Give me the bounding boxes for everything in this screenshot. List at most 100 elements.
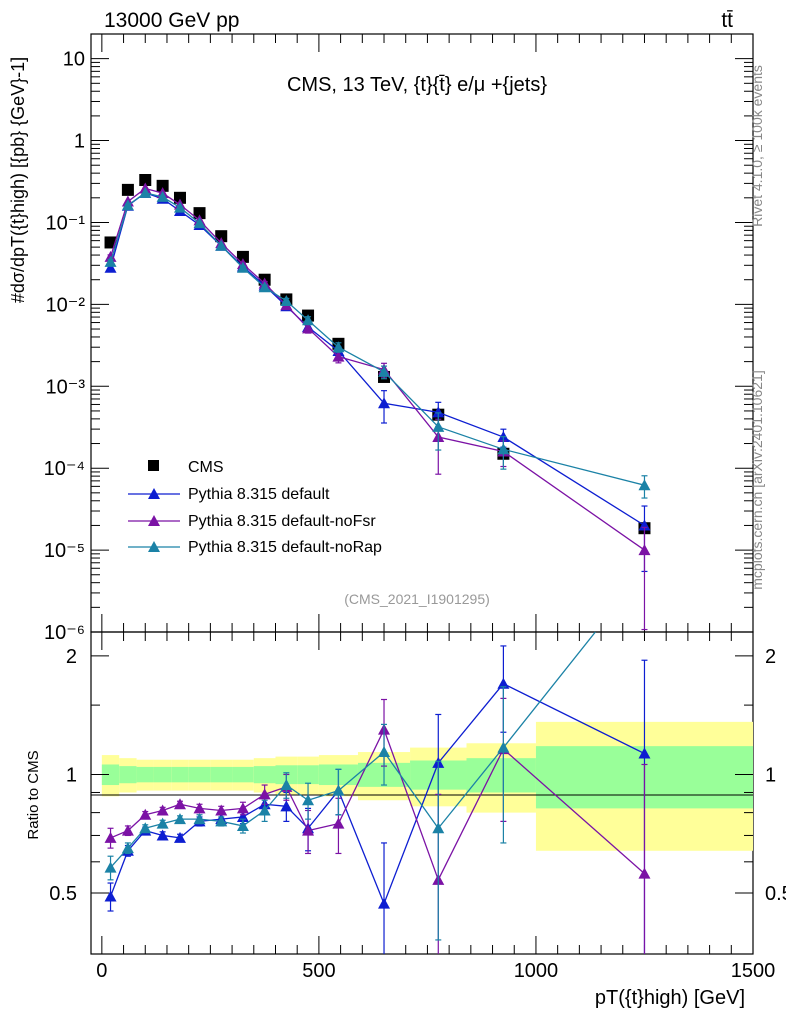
ratio-band-inner: [153, 766, 172, 783]
point-pythia-8-315-default-norap: [378, 365, 391, 377]
ratio-point-pythia-8-315-default: [497, 677, 510, 689]
ratio-x-axis: 0 500 1000 1500: [96, 632, 775, 982]
point-pythia-8-315-default-norap: [332, 341, 345, 353]
ratio-line-pythia-8-315-default-nofsr: [221, 807, 243, 812]
ratio-point-pythia-8-315-default-norap: [332, 784, 345, 796]
ratio-line-pythia-8-315-default-nofsr: [337, 729, 385, 824]
legend-label-nofsr: Pythia 8.315 default-noFsr: [188, 513, 376, 530]
ratio-y-tick-label: 2: [66, 646, 77, 668]
ratio-point-pythia-8-315-default: [156, 829, 169, 841]
point-pythia-8-315-default-norap: [156, 190, 169, 202]
main-y-tick-label: 10: [63, 49, 85, 71]
point-pythia-8-315-default-nofsr: [638, 544, 651, 556]
ratio-line-pythia-8-315-default-nofsr: [437, 748, 504, 881]
legend-marker-cms: [148, 460, 159, 471]
x-tick-label: 1500: [731, 960, 776, 982]
line-pythia-8-315-default-nofsr: [109, 187, 645, 551]
ratio-line-pythia-8-315-default-nofsr: [307, 823, 339, 832]
point-pythia-8-315-default-norap: [432, 420, 445, 432]
ratio-point-pythia-8-315-default-nofsr: [156, 804, 169, 816]
ratio-y-axis-title: Ratio to CMS: [25, 750, 42, 839]
cms-data-point: [236, 250, 249, 263]
ratio-line-pythia-8-315-default-norap: [502, 631, 596, 749]
ratio-y-tick-label-right: 1: [765, 764, 776, 786]
ratio-point-pythia-8-315-default-norap: [302, 794, 315, 806]
ratio-line-pythia-8-315-default-norap: [383, 751, 439, 829]
main-y-tick-label: 10⁻²: [46, 294, 86, 316]
ratio-point-pythia-8-315-default-nofsr: [302, 824, 315, 836]
ratio-y-tick-label: 1: [66, 764, 77, 786]
main-series-group: [104, 173, 651, 631]
ratio-line-pythia-8-315-default-nofsr: [383, 729, 439, 881]
ratio-y-tick-label-right: 2: [765, 646, 776, 668]
main-y-axis: 10⁻⁶ 10⁻⁵ 10⁻⁴ 10⁻³ 10⁻² 10⁻¹ 1 10: [44, 33, 753, 644]
legend-label-default: Pythia 8.315 default: [188, 486, 330, 503]
point-pythia-8-315-default-norap: [215, 239, 228, 251]
ratio-point-pythia-8-315-default-nofsr: [104, 831, 117, 843]
point-pythia-8-315-default: [104, 261, 117, 273]
ratio-point-pythia-8-315-default-nofsr: [173, 798, 186, 810]
ratio-point-pythia-8-315-default-norap: [121, 842, 134, 854]
ratio-point-pythia-8-315-default-norap: [193, 813, 206, 825]
cms-data-point: [121, 183, 134, 196]
ratio-band-inner: [171, 766, 189, 783]
ratio-point-pythia-8-315-default-norap: [104, 861, 117, 873]
ratio-line-pythia-8-315-default: [337, 790, 385, 904]
ratio-point-pythia-8-315-default-norap: [173, 813, 186, 825]
point-pythia-8-315-default-norap: [258, 281, 271, 293]
ratio-band-inner: [297, 765, 319, 785]
ratio-line-pythia-8-315-default: [264, 803, 287, 807]
ratio-line-pythia-8-315-default: [307, 790, 339, 829]
mcplots-label: mcplots.cern.ch [arXiv:2401.10621]: [749, 370, 765, 589]
ratio-point-pythia-8-315-default: [638, 747, 651, 759]
legend: CMS Pythia 8.315 default Pythia 8.315 de…: [128, 459, 382, 556]
ratio-point-pythia-8-315-default: [173, 831, 186, 843]
legend-label-norap: Pythia 8.315 default-noRap: [188, 539, 382, 556]
ratio-uncertainty-bands: [101, 721, 753, 851]
point-pythia-8-315-default: [378, 397, 391, 409]
line-pythia-8-315-default-norap: [109, 192, 645, 486]
ratio-line-pythia-8-315-default: [109, 850, 129, 897]
ratio-line-pythia-8-315-default-norap: [199, 818, 222, 823]
ratio-point-pythia-8-315-default-nofsr: [258, 788, 271, 800]
ratio-band-inner: [466, 758, 536, 793]
main-title: CMS, 13 TeV, {t}{t̄} e/μ +{jets}: [287, 74, 547, 96]
point-pythia-8-315-default-nofsr: [302, 322, 315, 334]
main-y-tick-label: 10⁻³: [46, 376, 86, 398]
cms-data-point: [156, 179, 169, 192]
ratio-point-pythia-8-315-default-norap: [139, 822, 152, 834]
ratio-point-pythia-8-315-default-nofsr: [332, 817, 345, 829]
legend-marker-nofsr: [148, 515, 160, 526]
ratio-line-pythia-8-315-default-norap: [338, 751, 385, 792]
ratio-point-pythia-8-315-default: [378, 897, 391, 909]
ratio-band-inner: [232, 766, 254, 783]
main-y-tick-label: 10⁻⁵: [44, 540, 85, 562]
ratio-y-tick-label: 0.5: [49, 883, 77, 905]
ratio-line-pythia-8-315-default-nofsr: [199, 807, 222, 812]
ratio-point-pythia-8-315-default-nofsr: [193, 802, 206, 814]
point-pythia-8-315-default-nofsr: [332, 350, 345, 362]
ratio-point-pythia-8-315-default-nofsr: [236, 802, 249, 814]
ratio-y-tick-label-right: 0.5: [765, 883, 786, 905]
cms-data-point: [173, 191, 186, 204]
x-tick-label: 0: [96, 960, 107, 982]
x-tick-label: 500: [302, 960, 335, 982]
ratio-point-pythia-8-315-default-norap: [156, 817, 169, 829]
main-y-tick-label: 10⁻⁴: [44, 458, 85, 480]
legend-label-cms: CMS: [188, 459, 224, 476]
ratio-point-pythia-8-315-default-norap: [215, 815, 228, 827]
point-pythia-8-315-default-norap: [139, 186, 152, 198]
ratio-point-pythia-8-315-default-norap: [378, 746, 391, 758]
point-pythia-8-315-default-norap: [236, 261, 249, 273]
ratio-point-pythia-8-315-default: [104, 890, 117, 902]
ratio-y-axis: 0.5 0.5 1 1 2 2: [49, 646, 786, 905]
ratio-line-pythia-8-315-default-nofsr: [285, 786, 309, 831]
cms-data-point: [139, 173, 152, 186]
ratio-point-pythia-8-315-default-norap: [236, 819, 249, 831]
ratio-point-pythia-8-315-default: [280, 800, 293, 812]
ratio-band-inner: [253, 766, 276, 784]
ratio-point-pythia-8-315-default-norap: [497, 741, 510, 753]
legend-marker-default: [148, 488, 160, 499]
ratio-line-pythia-8-315-default: [437, 683, 504, 764]
ratio-point-pythia-8-315-default-nofsr: [215, 804, 228, 816]
